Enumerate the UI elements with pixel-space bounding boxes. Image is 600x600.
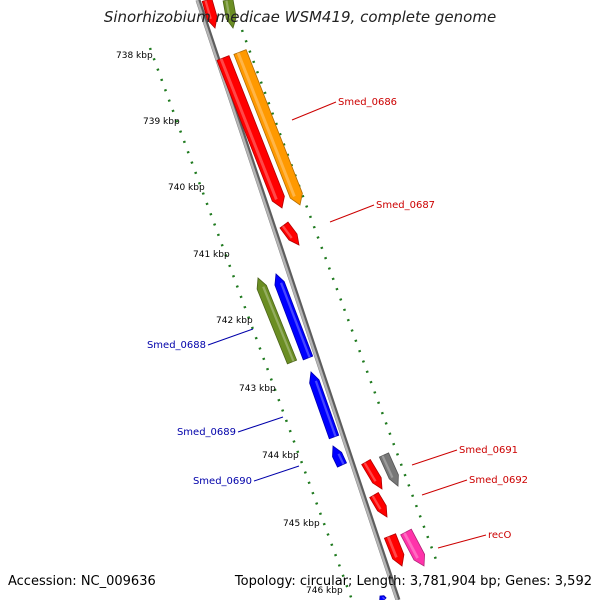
- gene-feature[interactable]: [222, 0, 237, 29]
- gene-label[interactable]: recO: [488, 530, 512, 541]
- gene-label[interactable]: Smed_0687: [376, 200, 435, 211]
- gene-feature[interactable]: [332, 445, 348, 468]
- gene-feature[interactable]: [379, 595, 387, 600]
- kbp-tick-label: 746 kbp: [306, 586, 343, 596]
- gene-label[interactable]: Smed_0688: [147, 340, 206, 351]
- gene-leader-line: [411, 449, 458, 466]
- gene-feature[interactable]: [369, 491, 388, 518]
- gene-feature[interactable]: [233, 49, 303, 206]
- gene-label[interactable]: Smed_0691: [459, 445, 518, 456]
- kbp-tick-label: 745 kbp: [283, 519, 320, 529]
- gene-leader-line: [329, 204, 375, 223]
- gene-feature[interactable]: [274, 273, 314, 361]
- gene-feature[interactable]: [216, 55, 285, 209]
- gene-feature[interactable]: [256, 277, 298, 365]
- kbp-tick-label: 740 kbp: [168, 183, 205, 193]
- gene-leader-line: [291, 101, 337, 121]
- gene-leader-line: [237, 416, 284, 433]
- kbp-tick-label: 739 kbp: [143, 117, 180, 127]
- gene-leader-line: [421, 479, 468, 496]
- gene-feature[interactable]: [309, 371, 340, 440]
- gene-feature[interactable]: [383, 533, 405, 567]
- gene-feature[interactable]: [279, 221, 300, 246]
- kbp-tick-label: 743 kbp: [239, 384, 276, 394]
- gene-feature[interactable]: [378, 452, 399, 487]
- accession-text: Accession: NC_009636: [8, 574, 156, 589]
- tick-ring-outer: [240, 29, 440, 566]
- gene-label[interactable]: Smed_0690: [193, 476, 252, 487]
- kbp-tick-label: 744 kbp: [262, 451, 299, 461]
- gene-feature[interactable]: [201, 0, 218, 29]
- gene-label[interactable]: Smed_0692: [469, 475, 528, 486]
- gene-label[interactable]: Smed_0689: [177, 427, 236, 438]
- gene-leader-line: [437, 534, 487, 549]
- kbp-tick-label: 738 kbp: [116, 51, 153, 61]
- gene-leader-line: [207, 328, 254, 346]
- kbp-tick-label: 742 kbp: [216, 316, 253, 326]
- gene-leader-line: [253, 465, 300, 482]
- kbp-tick-label: 741 kbp: [193, 250, 230, 260]
- gene-feature[interactable]: [361, 458, 383, 490]
- summary-text: Topology: circular; Length: 3,781,904 bp…: [234, 574, 592, 589]
- gene-feature[interactable]: [400, 528, 426, 567]
- genome-title: Sinorhizobium medicae WSM419, complete g…: [103, 8, 497, 26]
- gene-label[interactable]: Smed_0686: [338, 97, 397, 108]
- backbone: [195, 0, 399, 600]
